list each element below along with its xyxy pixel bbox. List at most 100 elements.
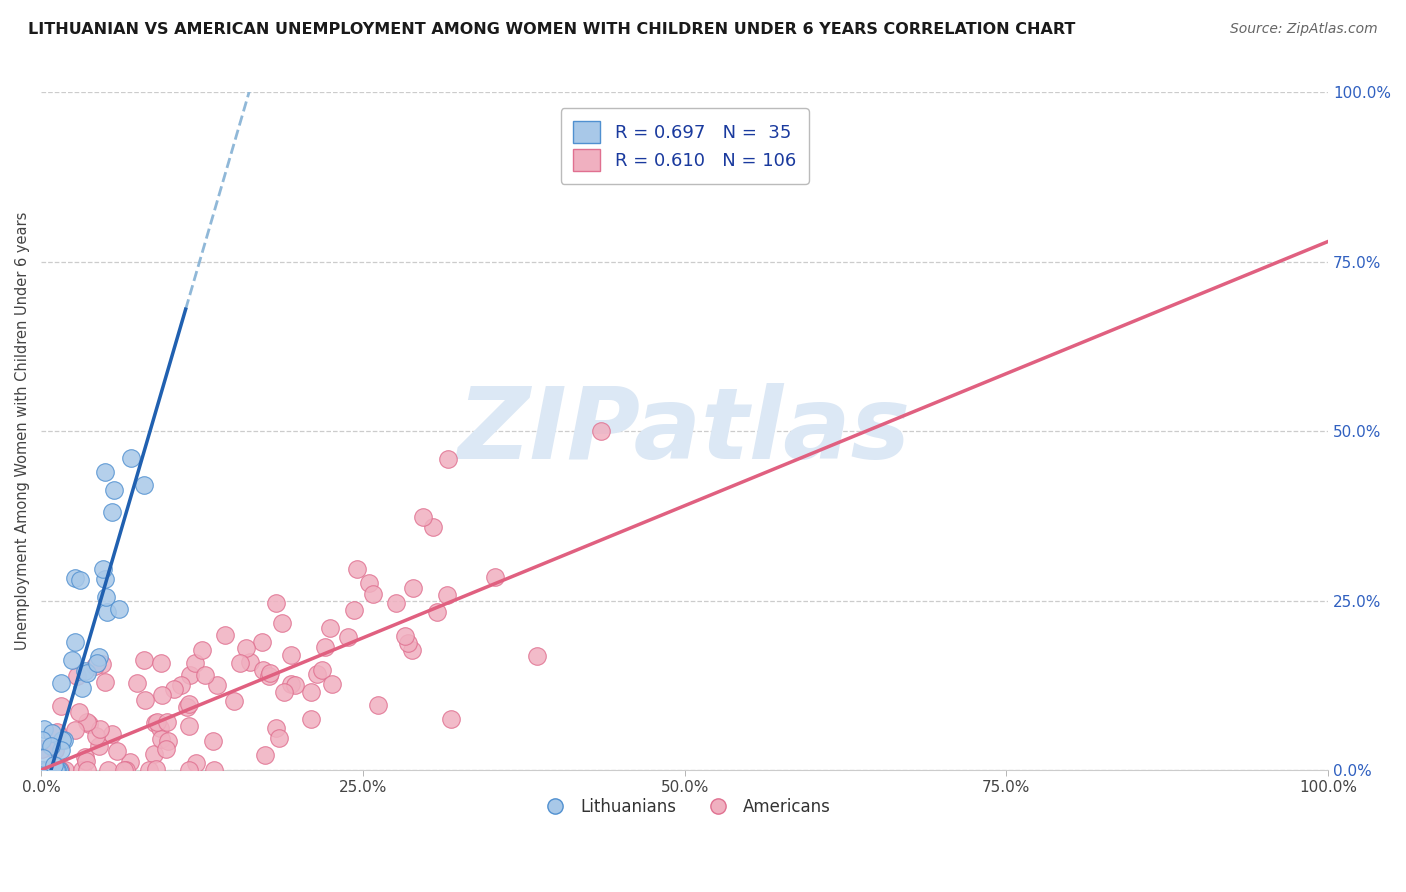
Point: [202, 734, 225, 748]
Point: [53, 733, 76, 747]
Point: [143, 747, 166, 761]
Point: [343, 603, 366, 617]
Point: [76, 763, 98, 777]
Point: [44, 743, 66, 757]
Point: [367, 698, 389, 712]
Point: [426, 605, 449, 619]
Point: [422, 520, 444, 534]
Point: [194, 668, 217, 682]
Point: [76, 666, 98, 681]
Point: [179, 719, 201, 733]
Point: [484, 570, 506, 584]
Point: [107, 602, 129, 616]
Point: [205, 678, 228, 692]
Point: [35, 763, 58, 777]
Point: [75, 664, 97, 678]
Point: [103, 483, 125, 497]
Point: [70, 681, 93, 695]
Point: [86, 656, 108, 670]
Point: [396, 636, 419, 650]
Point: [305, 667, 328, 681]
Point: [184, 756, 207, 770]
Point: [436, 587, 458, 601]
Point: [280, 677, 302, 691]
Point: [32, 722, 55, 736]
Point: [394, 629, 416, 643]
Point: [526, 649, 548, 664]
Point: [45, 724, 67, 739]
Point: [75, 750, 97, 764]
Point: [53, 763, 76, 777]
Point: [132, 478, 155, 492]
Point: [436, 451, 458, 466]
Point: [252, 663, 274, 677]
Text: LITHUANIAN VS AMERICAN UNEMPLOYMENT AMONG WOMEN WITH CHILDREN UNDER 6 YEARS CORR: LITHUANIAN VS AMERICAN UNEMPLOYMENT AMON…: [28, 22, 1076, 37]
Point: [97, 763, 120, 777]
Point: [412, 510, 434, 524]
Y-axis label: Unemployment Among Women with Children Under 6 years: Unemployment Among Women with Children U…: [15, 212, 30, 650]
Point: [31, 763, 53, 777]
Point: [311, 664, 333, 678]
Point: [239, 655, 262, 669]
Point: [157, 733, 180, 747]
Point: [337, 630, 360, 644]
Point: [49, 763, 72, 777]
Point: [112, 763, 135, 777]
Point: [31, 763, 53, 777]
Point: [46, 763, 69, 777]
Point: [184, 656, 207, 670]
Point: [48, 763, 70, 777]
Point: [229, 656, 252, 670]
Point: [156, 715, 179, 730]
Point: [45, 763, 67, 777]
Point: [264, 722, 287, 736]
Point: [253, 747, 276, 762]
Point: [235, 640, 257, 655]
Point: [66, 669, 89, 683]
Point: [222, 693, 245, 707]
Point: [264, 596, 287, 610]
Point: [94, 465, 117, 479]
Point: [91, 657, 114, 672]
Point: [114, 763, 136, 777]
Point: [134, 652, 156, 666]
Point: [150, 656, 173, 670]
Point: [401, 642, 423, 657]
Point: [51, 733, 73, 747]
Point: [31, 741, 53, 756]
Point: [145, 762, 167, 776]
Point: [321, 677, 343, 691]
Point: [385, 596, 408, 610]
Point: [67, 705, 90, 719]
Point: [94, 572, 117, 586]
Point: [96, 606, 118, 620]
Point: [280, 648, 302, 662]
Point: [440, 712, 463, 726]
Point: [150, 688, 173, 702]
Point: [49, 676, 72, 690]
Point: [77, 717, 100, 731]
Point: [169, 678, 191, 692]
Point: [134, 693, 156, 707]
Point: [120, 451, 142, 466]
Legend: Lithuanians, Americans: Lithuanians, Americans: [531, 791, 838, 822]
Point: [75, 754, 97, 768]
Point: [125, 676, 148, 690]
Point: [63, 635, 86, 649]
Point: [41, 739, 63, 753]
Point: [271, 616, 294, 631]
Point: [273, 685, 295, 699]
Point: [105, 744, 128, 758]
Point: [299, 685, 322, 699]
Point: [89, 650, 111, 665]
Point: [49, 699, 72, 714]
Point: [138, 763, 160, 777]
Point: [60, 653, 83, 667]
Point: [120, 756, 142, 770]
Point: [91, 562, 114, 576]
Point: [359, 575, 381, 590]
Point: [314, 640, 336, 654]
Point: [87, 739, 110, 753]
Point: [42, 758, 65, 772]
Point: [149, 732, 172, 747]
